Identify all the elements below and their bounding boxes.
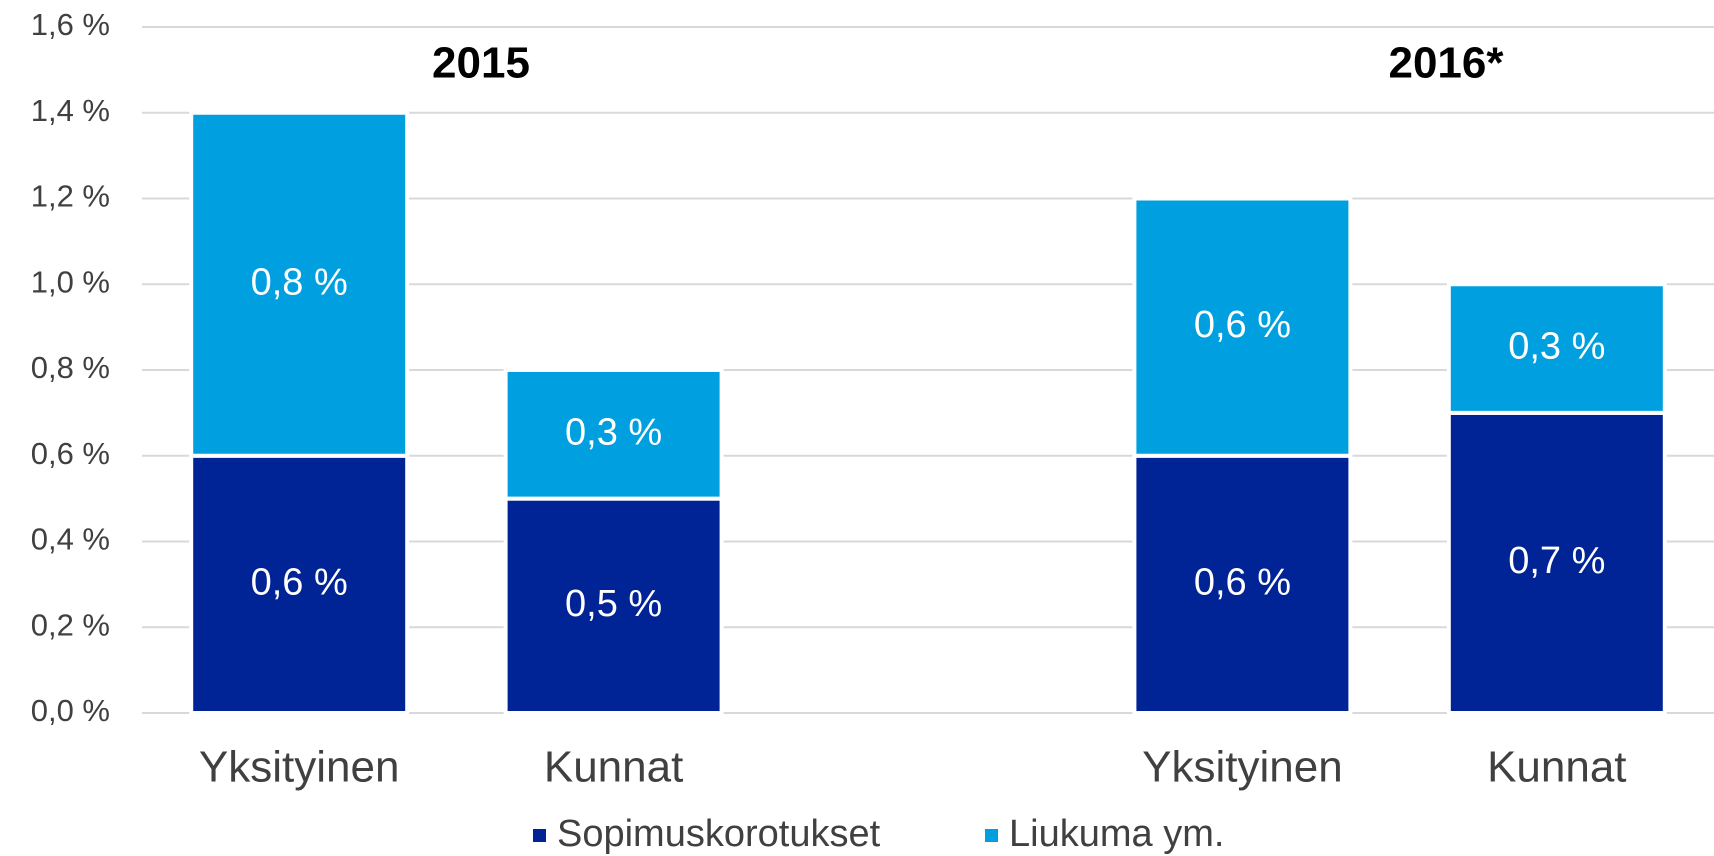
legend-marker <box>985 829 998 842</box>
data-label: 0,6 % <box>1194 561 1291 603</box>
x-tick-label: Kunnat <box>544 743 683 792</box>
y-tick-label: 0,8 % <box>31 350 110 385</box>
data-label: 0,7 % <box>1508 540 1605 582</box>
group-label: 2015 <box>432 39 530 88</box>
data-label: 0,3 % <box>565 411 662 453</box>
data-label: 0,8 % <box>251 261 348 303</box>
x-tick-label: Yksityinen <box>1142 743 1343 792</box>
bar-segment <box>1446 282 1667 415</box>
y-tick-label: 1,4 % <box>31 93 110 128</box>
bar-segment <box>189 453 410 715</box>
bar-segment <box>189 110 410 458</box>
data-label: 0,5 % <box>565 583 662 625</box>
y-tick-label: 1,0 % <box>31 264 110 299</box>
legend-label: Sopimuskorotukset <box>557 813 881 855</box>
y-tick-label: 0,4 % <box>31 522 110 557</box>
legend-marker <box>533 829 546 842</box>
y-tick-label: 1,6 % <box>31 7 110 42</box>
bar-segment <box>503 368 724 501</box>
bar-segment <box>1132 196 1353 458</box>
group-label: 2016* <box>1388 39 1504 88</box>
data-label: 0,6 % <box>251 561 348 603</box>
y-tick-label: 0,6 % <box>31 436 110 471</box>
x-tick-label: Kunnat <box>1487 743 1626 792</box>
data-label: 0,6 % <box>1194 304 1291 346</box>
y-tick-label: 0,0 % <box>31 693 110 728</box>
legend-label: Liukuma ym. <box>1009 813 1224 855</box>
x-tick-label: Yksityinen <box>199 743 400 792</box>
bar-segment <box>1132 453 1353 715</box>
y-tick-label: 0,2 % <box>31 607 110 642</box>
data-label: 0,3 % <box>1508 326 1605 368</box>
y-tick-label: 1,2 % <box>31 179 110 214</box>
